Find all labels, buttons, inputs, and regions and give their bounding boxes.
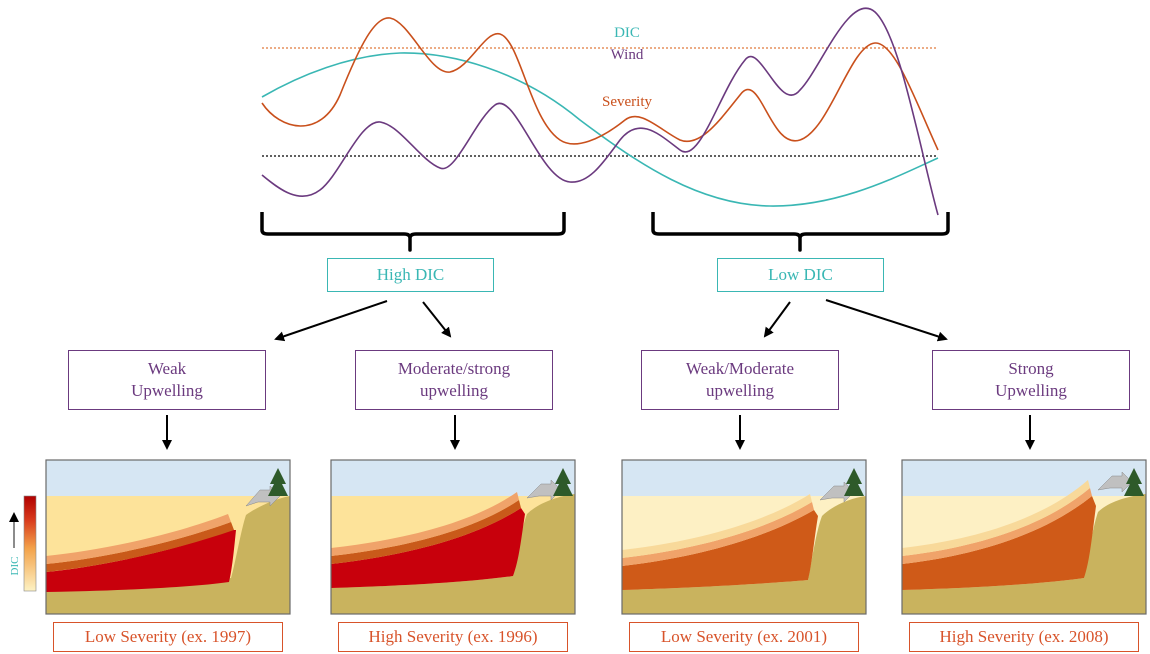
arrow-low-dic-to-strong <box>825 299 948 342</box>
panel-mid-layer <box>46 522 234 572</box>
severity-label-4: High Severity (ex. 2008) <box>909 622 1139 652</box>
low-dic-box: Low DIC <box>717 258 884 292</box>
upwelling-line1: Moderate/strong <box>397 359 511 378</box>
dic-colorbar <box>23 495 37 592</box>
upwelling-line1: Weak <box>147 359 187 378</box>
colorbar-label: DIC <box>9 557 21 576</box>
low-dic-label: Low DIC <box>768 265 833 284</box>
arrow-high-dic-to-weak <box>274 300 388 342</box>
cross-section-panel-2 <box>330 459 576 615</box>
panel-tree <box>268 468 288 496</box>
high-dic-brace <box>260 212 566 252</box>
panel-deep-water-red <box>46 530 236 592</box>
wind-series-line <box>261 7 939 216</box>
panel-upper-layer <box>46 514 231 564</box>
cross-section-panel-1 <box>45 459 291 615</box>
cross-section-panel-4 <box>901 459 1147 615</box>
upwelling-box-3: Weak/Moderate upwelling <box>641 350 839 410</box>
upwelling-line2: upwelling <box>706 381 774 400</box>
dic-series-line <box>261 52 939 207</box>
arrow-high-dic-to-moderate <box>422 301 452 338</box>
severity-label-3: Low Severity (ex. 2001) <box>629 622 859 652</box>
low-dic-brace <box>651 212 950 252</box>
severity-series-line <box>261 17 939 151</box>
legend-wind: Wind <box>611 47 644 63</box>
severity-label-2: High Severity (ex. 1996) <box>338 622 568 652</box>
upwelling-line1: Strong <box>1008 359 1054 378</box>
high-dic-box: High DIC <box>327 258 494 292</box>
arrow-low-dic-to-weak-moderate <box>763 301 791 338</box>
legend-dic: DIC <box>614 25 640 41</box>
upwelling-line2: Upwelling <box>131 381 203 400</box>
upwelling-line2: upwelling <box>420 381 488 400</box>
high-dic-label: High DIC <box>376 265 445 284</box>
upwelling-box-2: Moderate/strong upwelling <box>355 350 553 410</box>
legend-severity: Severity <box>602 94 652 110</box>
upwelling-box-1: Weak Upwelling <box>68 350 266 410</box>
upwelling-box-4: Strong Upwelling <box>932 350 1130 410</box>
severity-label-1: Low Severity (ex. 1997) <box>53 622 283 652</box>
cross-section-panel-3 <box>621 459 867 615</box>
upwelling-line1: Weak/Moderate <box>685 359 795 378</box>
panel-shelf-land <box>46 496 290 614</box>
upwelling-line2: Upwelling <box>995 381 1067 400</box>
